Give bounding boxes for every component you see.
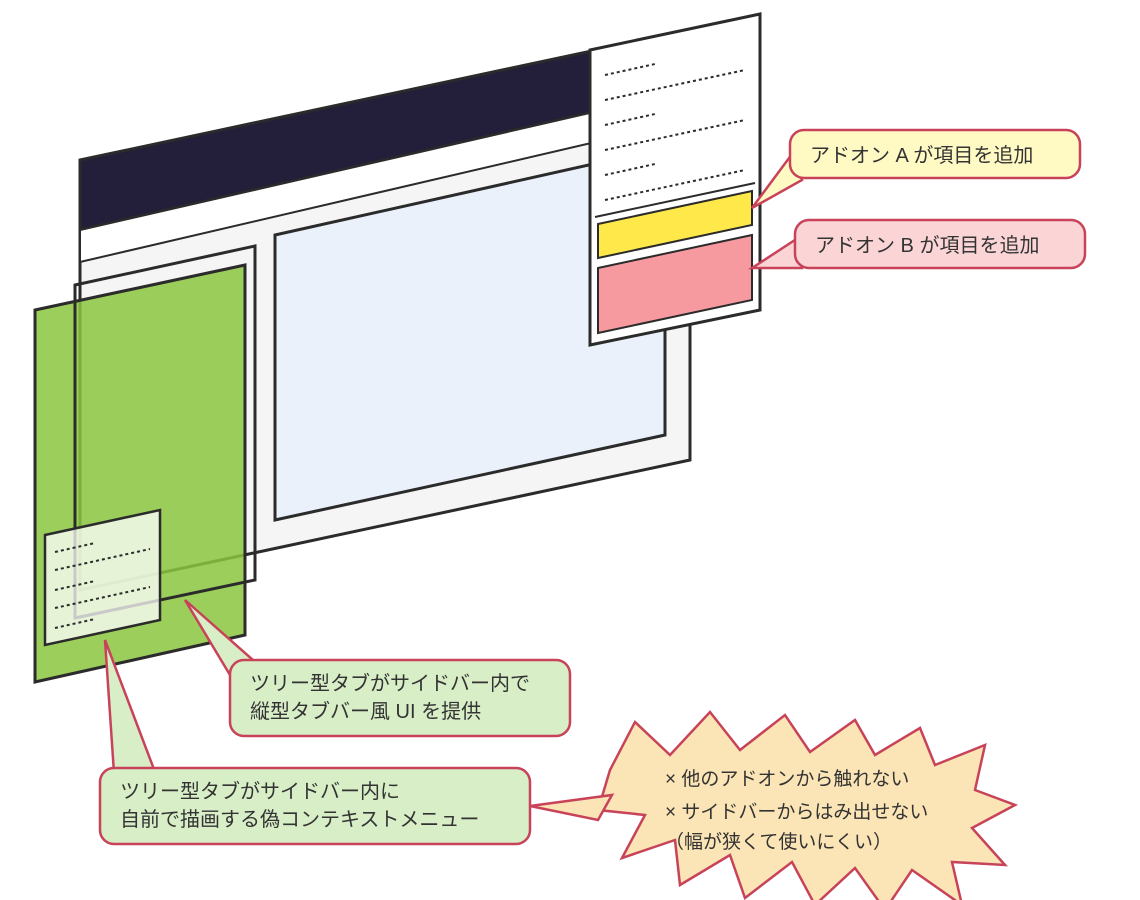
callout-addon-a-text: アドオン A が項目を追加	[810, 144, 1033, 167]
callout-green-top-box	[230, 660, 570, 736]
burst-line3: （幅が狭くて使いにくい）	[665, 831, 892, 853]
callout-green-bottom-line2: 自前で描画する偽コンテキストメニュー	[120, 808, 479, 831]
callout-addon-b-text: アドオン B が項目を追加	[815, 234, 1039, 257]
callout-green-top-line2: 縦型タブバー風 UI を提供	[250, 699, 481, 723]
burst-line1: × 他のアドオンから触れない	[665, 768, 909, 790]
callout-green-top-line1: ツリー型タブがサイドバー内で	[250, 671, 530, 695]
callout-addon-a: アドオン A が項目を追加	[752, 130, 1080, 208]
starburst: × 他のアドオンから触れない × サイドバーからはみ出せない （幅が狭くて使いに…	[530, 712, 1015, 900]
dropdown-menu	[590, 14, 760, 345]
diagram-root: アドオン A が項目を追加 アドオン B が項目を追加 ツリー型タブがサイドバー…	[0, 0, 1140, 900]
burst-line2: × サイドバーからはみ出せない	[665, 801, 928, 823]
fake-context-menu	[45, 510, 160, 645]
starburst-tail	[530, 795, 612, 820]
callout-green-bottom-line1: ツリー型タブがサイドバー内に	[120, 779, 400, 803]
callout-addon-b: アドオン B が項目を追加	[752, 220, 1085, 268]
callout-green-bottom-box	[100, 768, 530, 844]
